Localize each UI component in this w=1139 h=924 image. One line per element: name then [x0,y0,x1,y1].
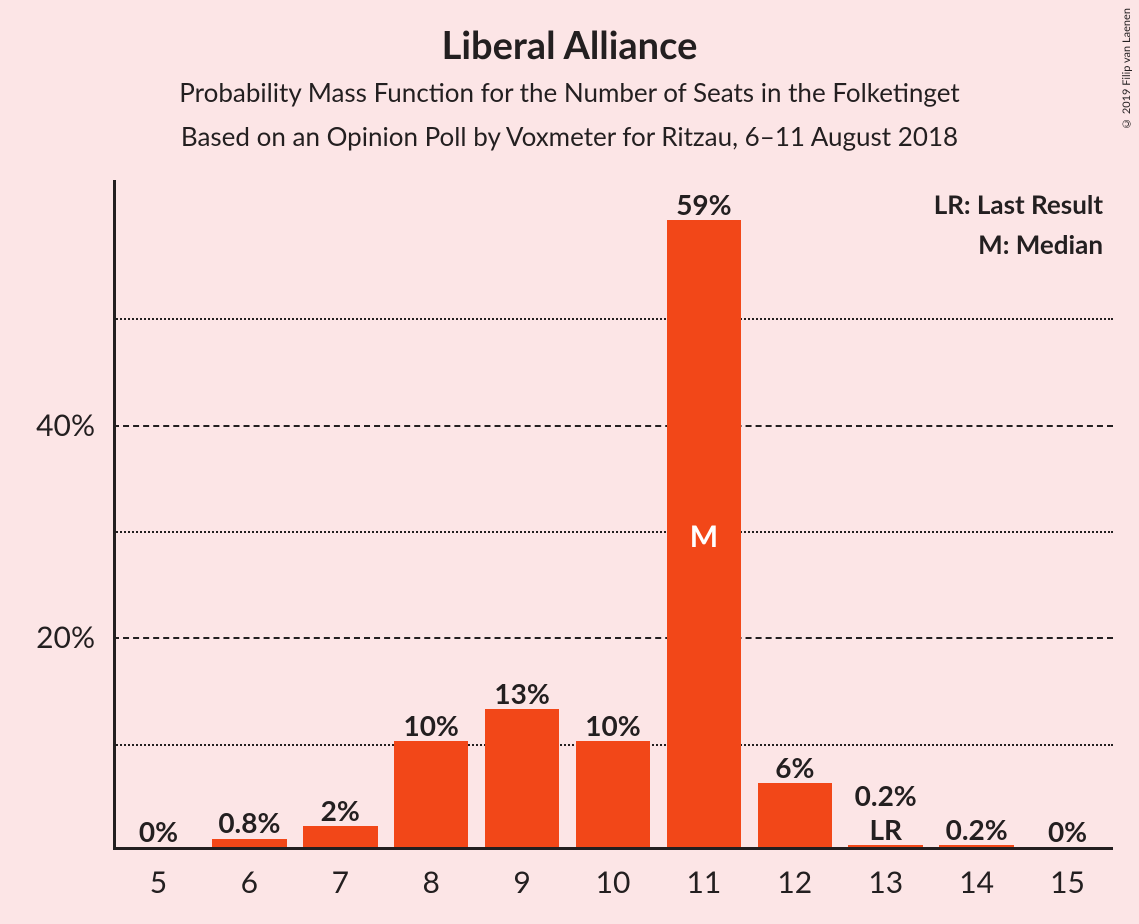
bar [758,783,833,847]
bar [394,741,469,847]
bar-value-label: 0.8% [218,805,280,839]
grid-major [113,637,1113,639]
x-tick-label: 10 [596,864,631,900]
bar-value-label: 0.2% [855,778,917,812]
bar-value-label: 10% [403,708,458,742]
bar [576,741,651,847]
y-tick-label: 40% [36,407,95,443]
x-tick-label: 15 [1050,864,1085,900]
x-tick-label: 11 [687,864,722,900]
chart-subtitle-2: Based on an Opinion Poll by Voxmeter for… [0,120,1139,152]
bar [485,709,560,847]
bar-value-label: 2% [321,793,360,827]
bar [303,826,378,847]
last-result-marker: LR [869,812,902,846]
bar-value-label: 13% [494,676,549,710]
legend: LR: Last Result M: Median [934,188,1103,268]
bar-value-label: 0% [139,814,178,848]
x-tick-label: 13 [868,864,903,900]
copyright-text: © 2019 Filip van Laenen [1120,8,1133,130]
grid-major [113,425,1113,427]
x-tick-label: 5 [150,864,167,900]
x-tick-label: 6 [241,864,258,900]
y-tick-label: 20% [36,619,95,655]
bar-value-label: 6% [775,750,814,784]
x-tick-label: 14 [959,864,994,900]
x-axis-line [113,847,1113,850]
x-tick-label: 12 [777,864,812,900]
plot-area: LR: Last Result M: Median 20%40%0%50.8%6… [113,180,1113,850]
bar-value-label: 10% [585,708,640,742]
y-axis-line [113,180,116,850]
bar-value-label: 0.2% [946,812,1008,846]
chart-subtitle-1: Probability Mass Function for the Number… [0,76,1139,108]
x-tick-label: 8 [422,864,439,900]
chart-title: Liberal Alliance [0,22,1139,68]
grid-minor [113,318,1113,320]
legend-lr: LR: Last Result [934,188,1103,220]
bar-value-label: 0% [1048,814,1087,848]
grid-minor [113,531,1113,533]
bar-value-label: 59% [676,187,731,221]
x-tick-label: 7 [332,864,349,900]
legend-m: M: Median [934,228,1103,260]
median-marker: M [690,518,718,554]
bar [212,839,287,848]
chart-container: Liberal Alliance Probability Mass Functi… [0,0,1139,924]
x-tick-label: 9 [513,864,530,900]
